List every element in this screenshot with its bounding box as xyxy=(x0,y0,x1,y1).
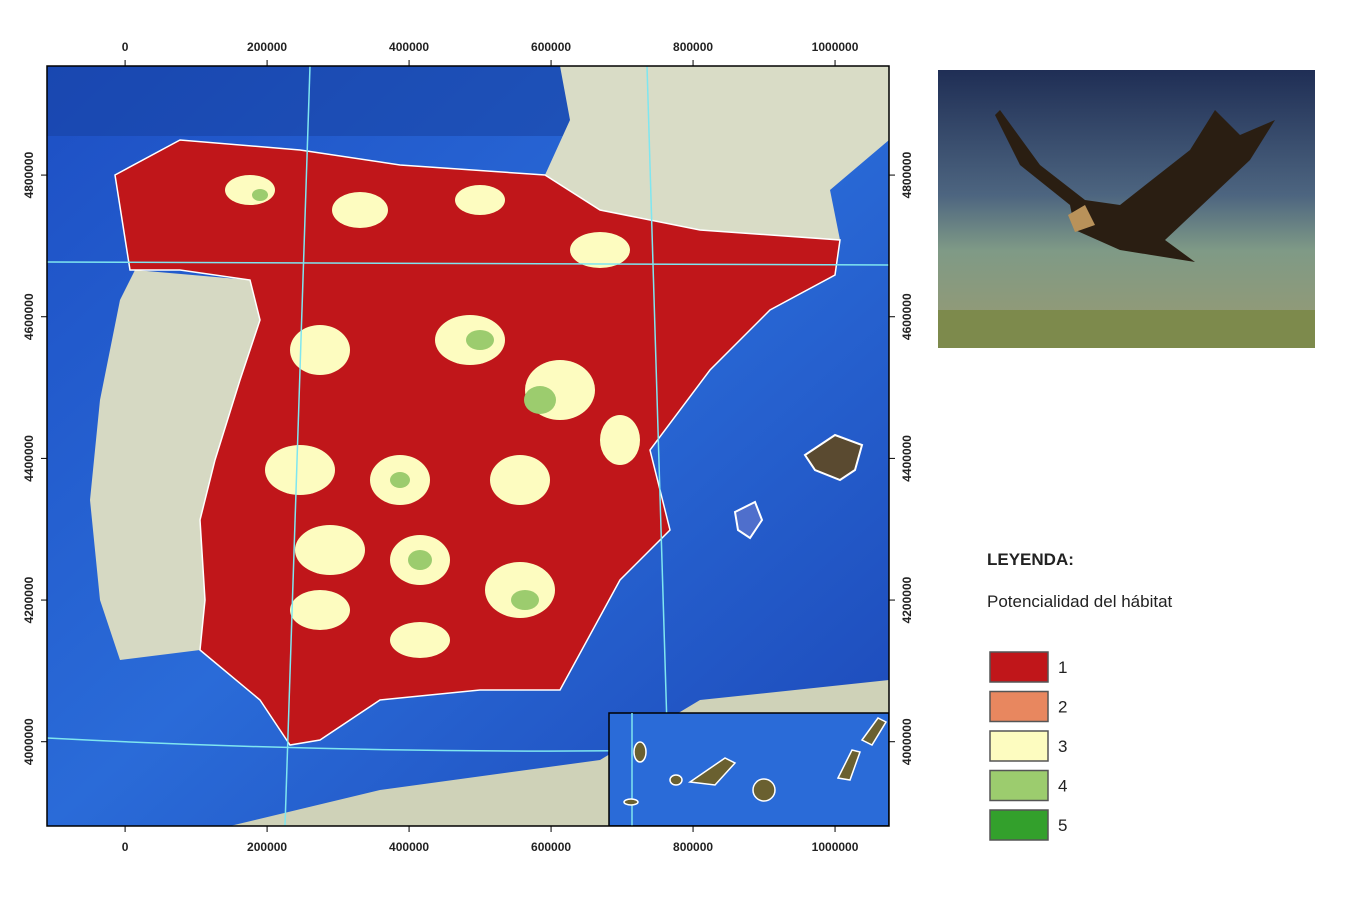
y-tick-label: 4200000 xyxy=(22,576,36,623)
legend-label: 1 xyxy=(1058,658,1067,677)
x-tick-label: 0 xyxy=(122,40,129,54)
canarias-inset xyxy=(608,712,889,826)
y-tick-label: 4400000 xyxy=(900,435,914,482)
x-tick-label: 800000 xyxy=(673,40,713,54)
x-tick-label: 0 xyxy=(122,840,129,854)
x-tick-label: 600000 xyxy=(531,40,571,54)
legend-swatch xyxy=(989,809,1049,841)
y-tick-label: 4400000 xyxy=(22,435,36,482)
y-tick-label: 4600000 xyxy=(900,293,914,340)
y-tick-label: 4800000 xyxy=(22,151,36,198)
france xyxy=(545,66,889,240)
map xyxy=(47,66,889,826)
eagle xyxy=(995,110,1275,262)
eagle-photo xyxy=(938,70,1315,348)
legend-subtitle: Potencialidad del hábitat xyxy=(987,592,1173,611)
x-tick-label: 200000 xyxy=(247,40,287,54)
y-tick-label: 4600000 xyxy=(22,293,36,340)
legend-swatch xyxy=(989,651,1049,683)
legend-label: 2 xyxy=(1058,698,1067,717)
x-tick-label: 1000000 xyxy=(812,840,859,854)
x-tick-label: 200000 xyxy=(247,840,287,854)
legend-title: LEYENDA: xyxy=(987,550,1074,569)
mallorca xyxy=(803,433,864,482)
spain-habitat xyxy=(114,139,841,746)
map-ticks: 0 0 200000 200000 400000 400000 600000 600000 80… xyxy=(22,40,914,854)
habitat-cores xyxy=(252,189,556,610)
x-tick-label: 1000000 xyxy=(812,40,859,54)
map-frame xyxy=(46,65,890,827)
y-tick-label: 4800000 xyxy=(900,151,914,198)
x-tick-label: 400000 xyxy=(389,840,429,854)
y-tick-label: 4200000 xyxy=(900,576,914,623)
legend: LEYENDA: Potencialidad del hábitat 1 2 3 4 5 xyxy=(987,550,1173,841)
y-tick-label: 4000000 xyxy=(900,718,914,765)
legend-swatch xyxy=(989,690,1049,723)
x-tick-label: 600000 xyxy=(531,840,571,854)
legend-label: 3 xyxy=(1058,737,1067,756)
legend-label: 5 xyxy=(1058,816,1067,835)
y-tick-label: 4000000 xyxy=(22,718,36,765)
ibiza xyxy=(733,500,764,540)
portugal xyxy=(90,270,260,660)
legend-swatch xyxy=(989,769,1049,802)
x-tick-label: 800000 xyxy=(673,840,713,854)
legend-label: 4 xyxy=(1058,777,1067,796)
x-tick-label: 400000 xyxy=(389,40,429,54)
legend-swatch xyxy=(989,730,1049,762)
